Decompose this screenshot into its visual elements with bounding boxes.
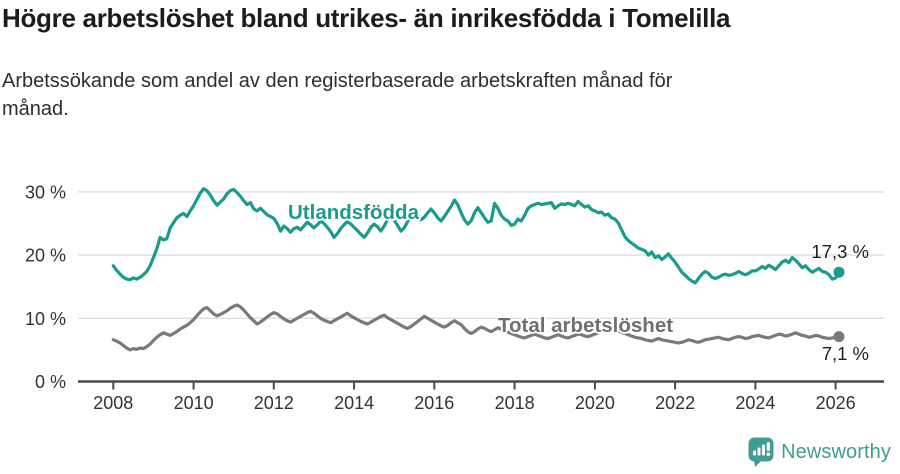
x-tick-label: 2020 (575, 393, 615, 413)
utlandsf-dda-end-dot (833, 266, 845, 278)
y-tick-label: 0 % (35, 372, 66, 392)
x-tick-label: 2014 (334, 393, 374, 413)
newsworthy-logo-icon (748, 437, 774, 467)
x-tick-label: 2016 (414, 393, 454, 413)
x-tick-label: 2010 (174, 393, 214, 413)
y-tick-label: 30 % (25, 182, 66, 202)
total-arbetsl-shet-line (111, 303, 841, 352)
x-tick-label: 2024 (735, 393, 775, 413)
total-arbetsl-shet-series-label: Total arbetslöshet (498, 314, 673, 337)
newsworthy-logo: Newsworthy (748, 437, 891, 467)
x-tick-label: 2022 (655, 393, 695, 413)
y-tick-label: 20 % (25, 246, 66, 266)
y-tick-label: 10 % (25, 309, 66, 329)
utlandsf-dda-line (111, 187, 841, 285)
subtitle-line-2: månad. (2, 97, 69, 120)
utlandsf-dda-end-value-label: 17,3 % (811, 241, 869, 262)
utlandsf-dda-series-label: Utlandsfödda (288, 201, 420, 224)
bar-chart-glyph (753, 442, 771, 456)
chart-subtitle: Arbetssökande som andel av den registerb… (2, 68, 672, 123)
x-tick-label: 2018 (495, 393, 535, 413)
logo-bubble-tail (754, 460, 763, 467)
x-tick-label: 2012 (254, 393, 294, 413)
x-tick-label: 2026 (816, 393, 856, 413)
x-tick-label: 2008 (93, 393, 133, 413)
subtitle-line-1: Arbetssökande som andel av den registerb… (2, 70, 673, 92)
total-arbetsl-shet-end-value-label: 7,1 % (822, 343, 869, 364)
total-arbetsl-shet-end-dot (833, 331, 845, 343)
brand-name: Newsworthy (781, 440, 891, 463)
page-title: Högre arbetslöshet bland utrikes- än inr… (2, 3, 731, 33)
